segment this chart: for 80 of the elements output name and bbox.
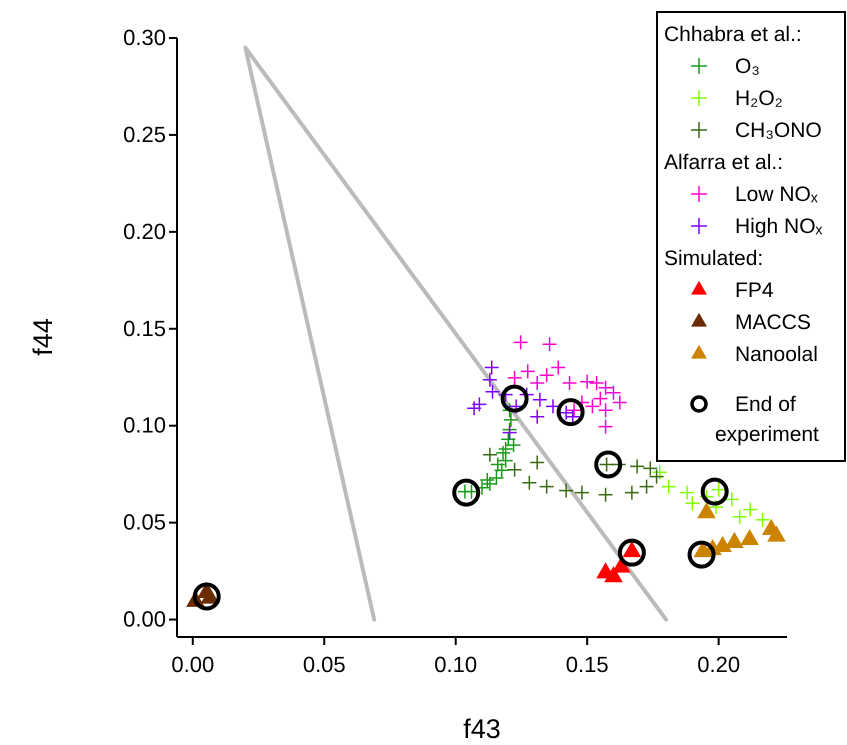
point: [584, 398, 600, 414]
y-tick-label: 0.05: [123, 510, 166, 535]
point: [484, 360, 500, 376]
point: [562, 375, 578, 391]
legend-label: FP4: [735, 279, 774, 302]
point: [452, 478, 480, 507]
annotation: Chhabra et al.:: [664, 23, 802, 46]
point: [495, 445, 511, 461]
point: [556, 398, 585, 426]
point: [482, 447, 498, 463]
point: [574, 484, 590, 500]
legend-label: CH₃ONO: [735, 119, 822, 142]
y-axis-title: f44: [28, 318, 58, 356]
x-tick-label: 0.00: [171, 652, 214, 678]
point: [498, 452, 514, 468]
point: [502, 424, 518, 440]
point: [500, 384, 529, 413]
point: [466, 400, 482, 416]
point: [512, 334, 528, 350]
point: [660, 478, 676, 494]
annotation: Alfarra et al.:: [664, 151, 784, 174]
point: [506, 370, 522, 386]
point: [472, 396, 488, 412]
point: [522, 474, 538, 490]
y-tick-label: 0.20: [123, 218, 166, 244]
point: [482, 476, 498, 492]
x-axis-title: f43: [463, 714, 501, 744]
point: [679, 484, 695, 500]
y-tick-label: 0.30: [123, 25, 166, 50]
point: [484, 384, 500, 400]
point: [684, 495, 700, 511]
point: [482, 372, 498, 388]
point: [742, 502, 758, 518]
point: [688, 540, 716, 569]
x-tick-label: 0.05: [302, 652, 346, 678]
point: [652, 464, 668, 480]
point: [598, 486, 614, 502]
legend-label: Nanoolal: [735, 343, 818, 366]
y-tick-label: 0.00: [123, 606, 166, 632]
point: [550, 360, 566, 376]
point: [592, 390, 608, 406]
point: [598, 402, 614, 418]
legend-label: MACCS: [735, 311, 811, 334]
legend-label: High NOₓ: [735, 215, 823, 238]
x-tick-label: 0.15: [566, 652, 609, 678]
point: [529, 409, 545, 425]
point: [754, 512, 770, 528]
point: [618, 538, 646, 567]
legend-label: Low NOₓ: [735, 183, 818, 206]
point: [700, 478, 729, 506]
legend-label: O₃: [735, 55, 760, 78]
point: [192, 582, 221, 610]
point: [488, 470, 504, 486]
y-tick-label: 0.25: [123, 122, 166, 147]
point: [538, 368, 554, 384]
point: [506, 462, 522, 478]
legend-label: End of experiment: [715, 393, 820, 446]
point: [579, 374, 595, 390]
point: [598, 418, 614, 434]
point: [480, 472, 496, 488]
x-tick-label: 0.10: [434, 652, 478, 678]
point: [624, 484, 640, 500]
point: [594, 450, 622, 478]
y-tick-label: 0.15: [123, 316, 166, 341]
point: [538, 478, 554, 494]
point: [638, 478, 654, 494]
point: [503, 412, 519, 428]
point: [542, 336, 558, 352]
point: [520, 364, 536, 380]
point: [532, 392, 548, 408]
point: [732, 509, 748, 525]
y-tick-label: 0.10: [123, 412, 166, 438]
point: [529, 375, 545, 391]
point: [724, 492, 740, 508]
point: [529, 454, 545, 470]
point: [629, 458, 645, 474]
annotation: Simulated:: [664, 247, 764, 270]
point: [558, 482, 574, 498]
legend-label: H₂O₂: [735, 87, 783, 110]
x-tick-label: 0.20: [697, 652, 740, 678]
